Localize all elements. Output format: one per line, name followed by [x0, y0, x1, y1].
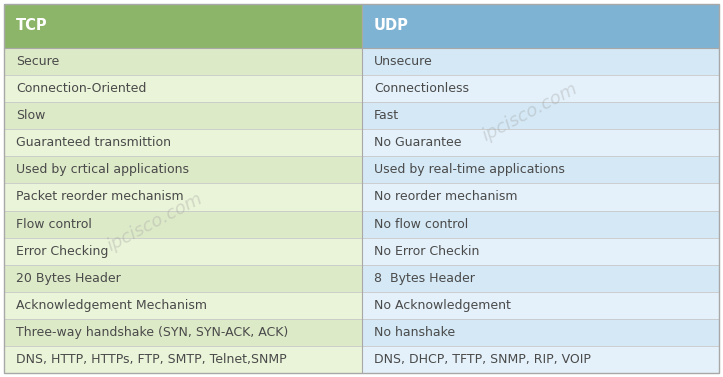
- Text: UDP: UDP: [374, 18, 409, 34]
- Text: Connectionless: Connectionless: [374, 82, 469, 95]
- Text: Unsecure: Unsecure: [374, 55, 433, 68]
- Text: ipcisco.com: ipcisco.com: [479, 79, 581, 145]
- Bar: [4, 319, 362, 346]
- Text: Used by crtical applications: Used by crtical applications: [16, 163, 189, 176]
- Bar: [362, 238, 719, 265]
- Bar: [362, 156, 719, 184]
- Text: Flow control: Flow control: [16, 218, 92, 231]
- Bar: [362, 210, 719, 238]
- Text: Guaranteed transmittion: Guaranteed transmittion: [16, 136, 171, 149]
- Bar: [4, 156, 362, 184]
- Text: No Acknowledgement: No Acknowledgement: [374, 299, 511, 312]
- Text: No reorder mechanism: No reorder mechanism: [374, 190, 518, 204]
- Bar: [362, 4, 719, 48]
- Text: No Error Checkin: No Error Checkin: [374, 245, 479, 257]
- Text: ipcisco.com: ipcisco.com: [104, 189, 206, 255]
- Bar: [362, 75, 719, 102]
- Text: Slow: Slow: [16, 109, 46, 122]
- Bar: [4, 129, 362, 156]
- Bar: [362, 346, 719, 373]
- Text: No hanshake: No hanshake: [374, 326, 455, 339]
- Bar: [4, 75, 362, 102]
- Bar: [362, 265, 719, 292]
- Bar: [4, 4, 362, 48]
- Text: Packet reorder mechanism: Packet reorder mechanism: [16, 190, 184, 204]
- Bar: [4, 265, 362, 292]
- Bar: [362, 319, 719, 346]
- Text: Acknowledgement Mechanism: Acknowledgement Mechanism: [16, 299, 207, 312]
- Bar: [4, 184, 362, 210]
- Bar: [362, 184, 719, 210]
- Bar: [362, 102, 719, 129]
- Bar: [4, 48, 362, 75]
- Text: No flow control: No flow control: [374, 218, 469, 231]
- Bar: [4, 346, 362, 373]
- Text: No Guarantee: No Guarantee: [374, 136, 461, 149]
- Bar: [362, 292, 719, 319]
- Text: DNS, HTTP, HTTPs, FTP, SMTP, Telnet,SNMP: DNS, HTTP, HTTPs, FTP, SMTP, Telnet,SNMP: [16, 353, 286, 366]
- Bar: [4, 292, 362, 319]
- Bar: [4, 210, 362, 238]
- Bar: [4, 238, 362, 265]
- Text: Fast: Fast: [374, 109, 399, 122]
- Bar: [362, 48, 719, 75]
- Text: DNS, DHCP, TFTP, SNMP, RIP, VOIP: DNS, DHCP, TFTP, SNMP, RIP, VOIP: [374, 353, 591, 366]
- Text: Three-way handshake (SYN, SYN-ACK, ACK): Three-way handshake (SYN, SYN-ACK, ACK): [16, 326, 288, 339]
- Text: TCP: TCP: [16, 18, 48, 34]
- Text: Error Checking: Error Checking: [16, 245, 108, 257]
- Text: 8  Bytes Header: 8 Bytes Header: [374, 272, 475, 285]
- Text: 20 Bytes Header: 20 Bytes Header: [16, 272, 121, 285]
- Text: Connection-Oriented: Connection-Oriented: [16, 82, 146, 95]
- Bar: [4, 102, 362, 129]
- Bar: [362, 129, 719, 156]
- Text: Used by real-time applications: Used by real-time applications: [374, 163, 565, 176]
- Text: Secure: Secure: [16, 55, 59, 68]
